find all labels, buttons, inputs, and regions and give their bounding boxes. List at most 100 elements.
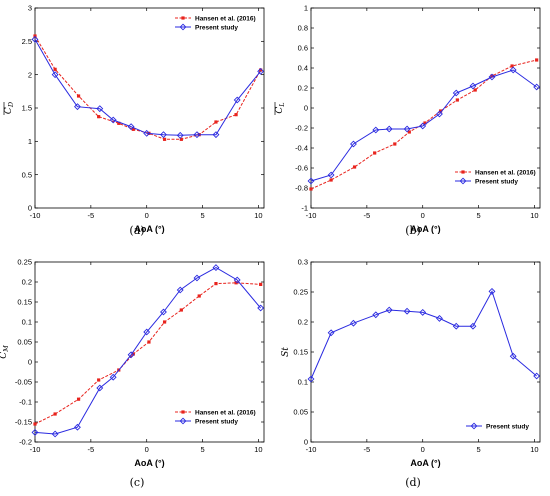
data-point-hansen <box>162 320 167 324</box>
x-axis-label: AoA (°) <box>410 224 440 234</box>
data-point-present <box>51 71 59 79</box>
data-point-hansen <box>214 120 218 124</box>
data-point-present <box>233 96 241 104</box>
x-tick-label: 0 <box>145 211 149 220</box>
data-point-present <box>176 286 184 294</box>
data-point-present <box>143 328 151 336</box>
data-point-present <box>488 287 496 295</box>
data-point-present <box>74 103 81 111</box>
data-point-hansen <box>179 137 183 141</box>
x-tick-label: -5 <box>88 211 95 220</box>
panel-caption: (a) <box>129 224 144 237</box>
data-point-present <box>127 351 135 359</box>
y-tick-label: 0 <box>28 358 32 367</box>
data-point-present <box>452 322 460 330</box>
x-tick-label: 10 <box>254 211 262 220</box>
data-point-present <box>233 276 241 284</box>
legend-entry-present: Present study <box>486 423 529 430</box>
legend-marker-present <box>179 417 187 425</box>
legend-entry-present: Present study <box>195 418 238 425</box>
y-tick-label: 0.5 <box>22 170 32 179</box>
data-point-present <box>307 375 315 383</box>
x-tick-label: 0 <box>421 445 425 454</box>
x-tick-label: 5 <box>476 445 480 454</box>
y-tick-label: 0.3 <box>298 258 308 267</box>
data-point-hansen <box>352 165 357 169</box>
data-point-hansen <box>373 151 377 155</box>
data-point-hansen <box>33 422 37 426</box>
y-tick-label: -0.15 <box>15 418 32 427</box>
data-point-present <box>96 105 104 113</box>
series-line-present <box>34 39 261 136</box>
data-point-hansen <box>197 294 201 298</box>
data-point-hansen <box>393 142 397 146</box>
data-point-hansen <box>234 281 238 285</box>
data-point-present <box>51 430 59 438</box>
data-point-present <box>327 171 335 179</box>
data-point-hansen <box>259 282 263 286</box>
data-point-present <box>385 125 393 133</box>
data-point-hansen <box>490 74 494 78</box>
data-point-present <box>436 110 443 118</box>
data-point-present <box>127 123 135 131</box>
y-tick-label: 3 <box>28 4 32 13</box>
data-point-hansen <box>510 64 514 68</box>
data-point-hansen <box>76 94 81 98</box>
data-point-hansen <box>131 127 135 131</box>
legend: Hansen et al. (2016) Present study <box>175 409 256 425</box>
y-tick-label: -0.2 <box>295 124 308 133</box>
legend-entry-hansen: Hansen et al. (2016) <box>195 15 256 22</box>
data-point-present <box>176 131 184 139</box>
data-point-present <box>193 274 201 282</box>
x-tick-label: 10 <box>530 211 538 220</box>
data-point-hansen <box>455 98 459 102</box>
data-point-hansen <box>423 121 427 125</box>
data-point-present <box>327 329 335 337</box>
data-point-present <box>160 131 167 139</box>
data-point-hansen <box>162 137 167 141</box>
x-tick-label: 5 <box>200 211 204 220</box>
y-axis-label: CL <box>275 102 286 113</box>
plot-frame <box>34 7 265 209</box>
y-axis-label: CD <box>4 101 15 114</box>
data-point-present <box>372 311 380 319</box>
plot-frame <box>310 261 541 443</box>
data-point-present <box>509 66 517 74</box>
y-tick-label: 1 <box>304 4 308 13</box>
data-point-hansen <box>117 121 121 125</box>
data-point-present <box>452 89 460 97</box>
legend-marker-present <box>179 23 187 31</box>
data-point-present <box>469 322 477 330</box>
data-point-hansen <box>76 397 81 401</box>
x-tick-label: -10 <box>306 211 317 220</box>
data-point-present <box>96 384 104 392</box>
y-tick-label: 0.2 <box>298 318 308 327</box>
data-point-hansen <box>214 282 218 286</box>
y-tick-label: 0.2 <box>22 278 32 287</box>
y-tick-label: 0.8 <box>298 24 308 33</box>
legend: Hansen et al. (2016) Present study <box>175 15 256 31</box>
data-point-present <box>509 352 517 360</box>
legend-marker-hansen <box>181 16 185 20</box>
legend: Present study <box>466 422 529 430</box>
x-tick-label: 0 <box>145 445 149 454</box>
data-point-present <box>160 308 167 316</box>
data-point-present <box>385 306 393 314</box>
data-point-hansen <box>535 58 539 62</box>
data-point-present <box>212 131 220 139</box>
y-axis-label: CM <box>0 345 10 359</box>
x-tick-label: -10 <box>30 211 41 220</box>
x-axis-label: AoA (°) <box>134 458 164 468</box>
data-point-hansen <box>329 178 333 182</box>
data-point-present <box>31 35 39 43</box>
x-tick-label: -5 <box>364 445 371 454</box>
series-line-present <box>310 290 537 380</box>
data-point-present <box>533 372 541 380</box>
y-tick-label: -0.05 <box>15 378 32 387</box>
data-point-hansen <box>53 67 57 71</box>
data-point-hansen <box>147 340 151 344</box>
panel-caption: (c) <box>130 476 145 489</box>
data-point-present <box>372 126 380 134</box>
y-tick-label: 1 <box>28 137 32 146</box>
data-point-present <box>419 308 427 316</box>
